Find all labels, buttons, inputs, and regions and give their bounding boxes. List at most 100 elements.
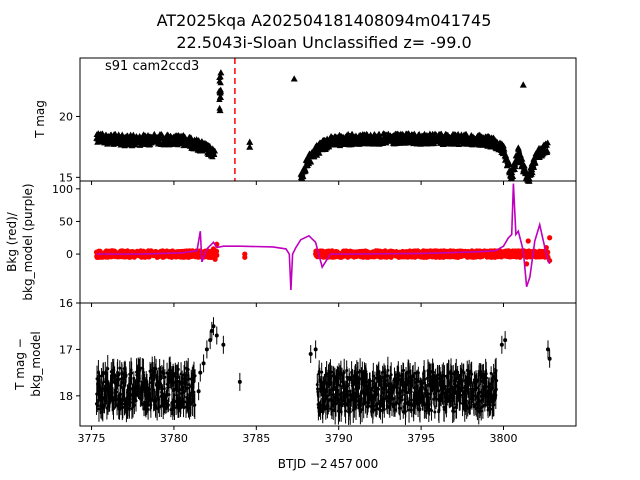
x-tick-label: 3800 [489,432,517,445]
figure-title-line1: AT2025kqa A202504181408094m041745 [157,11,492,30]
residual-point [339,410,343,414]
residual-point [416,371,420,375]
tmag-marker [171,139,178,146]
residual-point [462,371,466,375]
residual-point [185,386,189,390]
residual-point [442,374,446,378]
tmag-marker [430,140,438,147]
residual-point [182,400,186,404]
tmag-marker [375,130,383,137]
residual-point [155,407,159,411]
residual-point [172,374,176,378]
residual-outlier-point [196,389,201,394]
tmag-outlier-marker [217,86,224,93]
residual-point [121,405,125,409]
residual-point [187,383,191,387]
residual-point [352,407,356,411]
residual-outlier-point [499,342,504,347]
y-tick-label: 16 [59,297,73,310]
residual-point [430,409,434,413]
residual-point [494,369,498,373]
residual-point [474,403,478,407]
x-tick-label: 3795 [407,432,435,445]
y-tick-label: 0 [66,248,73,261]
residual-point [418,407,422,411]
y-tick-label: 100 [52,183,73,196]
tmag-outlier-marker [519,81,527,88]
tmag-marker [532,159,539,166]
residual-point [193,374,197,378]
residual-point [489,371,493,375]
tmag-marker [544,147,551,154]
residual-point [172,406,176,410]
residual-point [329,370,333,374]
residual-point [97,407,101,411]
top-ylabel: T mag [33,100,47,139]
middle-ylabel-line1: Bkg (red)/ [5,211,19,272]
tmag-outlier-marker [217,79,224,86]
residual-point [132,376,136,380]
tmag-marker [529,169,536,176]
panel-top-tmag [93,58,551,184]
tmag-marker [501,145,508,152]
residual-point [472,405,476,409]
tmag-marker [509,173,517,179]
y-tick-label: 17 [59,343,73,356]
y-tick-label: 18 [59,390,73,403]
residual-point [475,386,479,390]
residual-point [356,394,360,398]
residual-outlier-point [308,352,313,357]
residual-point [400,378,404,382]
bkg-point [214,252,220,258]
residual-point [138,366,142,370]
residual-point [186,368,190,372]
residual-point [130,371,134,375]
residual-point [316,390,320,394]
tmag-marker [521,162,528,169]
residual-point [102,380,106,384]
bottom-ylabel-line1: T mag − [13,338,27,391]
residual-point [402,368,406,372]
residual-point [149,403,153,407]
residual-point [358,369,362,373]
residual-point [435,397,439,401]
tmag-outlier-marker [246,143,254,150]
bkg-point [242,254,248,260]
residual-point [461,386,465,390]
residual-point [345,384,349,388]
tmag-marker [519,155,526,162]
residual-point [117,377,121,381]
tmag-outlier-marker [216,104,223,111]
residual-point [347,378,351,382]
residual-point [436,389,440,393]
residual-point [152,388,156,392]
residual-point [154,367,158,371]
residual-outlier-point [503,338,508,343]
residual-point [176,367,180,371]
residual-outlier-point [208,338,213,343]
tmag-marker [530,164,538,170]
residual-point [389,373,393,377]
panel-bottom-frame [79,302,577,427]
bottom-ylabel-line2: bkg_model [29,331,43,397]
tmag-marker [211,147,219,154]
residual-point [443,384,447,388]
residual-point [113,398,117,402]
tmag-marker [187,135,195,142]
residual-point [478,390,482,394]
residual-point [494,393,498,397]
residual-point [377,387,381,391]
residual-point [193,403,197,407]
bkg-model-line [96,183,551,291]
residual-point [376,402,380,406]
residual-point [371,374,375,378]
residual-point [433,410,437,414]
x-tick-label: 3790 [325,432,353,445]
residual-point [163,375,167,379]
residual-point [459,393,463,397]
residual-point [431,370,435,374]
residual-point [470,372,474,376]
residual-point [495,379,499,383]
residual-point [384,379,388,383]
